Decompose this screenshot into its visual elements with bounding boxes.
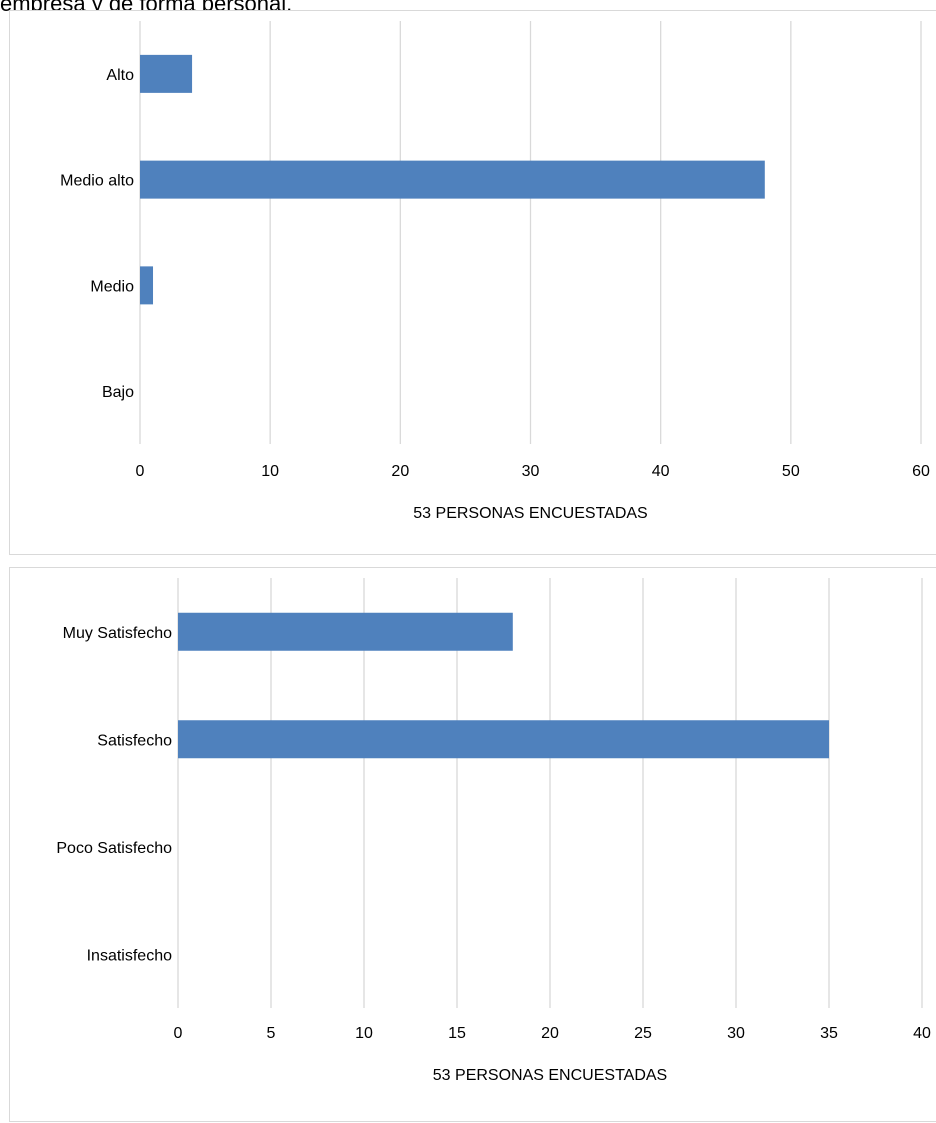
chart2-bar [178, 612, 513, 651]
chart2-bar [178, 720, 829, 759]
chart1-tick-label: 20 [391, 463, 409, 480]
chart2-x-axis-title: 53 PERSONAS ENCUESTADAS [433, 1067, 667, 1084]
chart-nivel: Alto Medio alto Medio Bajo 0 10 20 30 40 50 60 53 P… [9, 10, 936, 555]
chart1-category-label: Medio [90, 278, 134, 295]
chart2-tick-label: 0 [174, 1025, 183, 1042]
chart2-category-label: Satisfecho [97, 732, 172, 749]
chart1-tick-label: 30 [522, 463, 540, 480]
chart2-tick-label: 5 [267, 1025, 276, 1042]
chart1-tick-label: 60 [912, 463, 930, 480]
chart2-tick-label: 40 [913, 1025, 931, 1042]
chart1-tick-label: 0 [136, 463, 145, 480]
chart2-tick-label: 10 [355, 1025, 373, 1042]
chart1-bar [140, 266, 154, 305]
chart1-category-label: Medio alto [60, 173, 134, 190]
chart1-tick-label: 40 [652, 463, 670, 480]
chart1-x-axis-title: 53 PERSONAS ENCUESTADAS [413, 505, 647, 522]
chart2-tick-label: 30 [727, 1025, 745, 1042]
chart2-tick-label: 35 [820, 1025, 838, 1042]
chart1-category-label: Bajo [102, 384, 134, 401]
chart1-bar [140, 54, 193, 93]
chart-satisfaccion-plot: Muy Satisfecho Satisfecho Poco Satisfecho I… [56, 578, 931, 1084]
chart2-category-label: Insatisfecho [87, 947, 172, 964]
chart1-bar [140, 160, 765, 199]
chart2-tick-label: 25 [634, 1025, 652, 1042]
chart2-category-label: Muy Satisfecho [63, 625, 172, 642]
chart-satisfaccion: Muy Satisfecho Satisfecho Poco Satisfecho I… [9, 567, 936, 1122]
chart1-tick-label: 10 [261, 463, 279, 480]
chart1-tick-label: 50 [782, 463, 800, 480]
chart2-tick-label: 20 [541, 1025, 559, 1042]
chart2-category-label: Poco Satisfecho [56, 840, 172, 857]
chart2-tick-label: 15 [448, 1025, 466, 1042]
chart-nivel-plot: Alto Medio alto Medio Bajo 0 10 20 30 40 50 60 53 P… [60, 21, 930, 522]
chart1-category-label: Alto [106, 67, 134, 84]
